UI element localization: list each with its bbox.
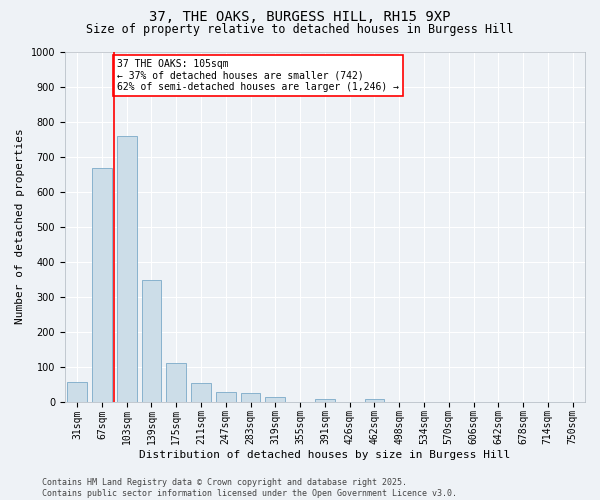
- Y-axis label: Number of detached properties: Number of detached properties: [15, 128, 25, 324]
- Bar: [67, 382, 87, 402]
- Text: Contains HM Land Registry data © Crown copyright and database right 2025.
Contai: Contains HM Land Registry data © Crown c…: [42, 478, 457, 498]
- Bar: [166, 363, 186, 402]
- Bar: [92, 168, 112, 402]
- Bar: [117, 136, 137, 402]
- Bar: [241, 393, 260, 402]
- Bar: [191, 384, 211, 402]
- Text: 37 THE OAKS: 105sqm
← 37% of detached houses are smaller (742)
62% of semi-detac: 37 THE OAKS: 105sqm ← 37% of detached ho…: [117, 58, 399, 92]
- Bar: [216, 392, 236, 402]
- Text: 37, THE OAKS, BURGESS HILL, RH15 9XP: 37, THE OAKS, BURGESS HILL, RH15 9XP: [149, 10, 451, 24]
- Bar: [142, 280, 161, 402]
- Bar: [265, 396, 285, 402]
- Bar: [315, 399, 335, 402]
- Text: Size of property relative to detached houses in Burgess Hill: Size of property relative to detached ho…: [86, 22, 514, 36]
- Bar: [365, 399, 385, 402]
- X-axis label: Distribution of detached houses by size in Burgess Hill: Distribution of detached houses by size …: [139, 450, 511, 460]
